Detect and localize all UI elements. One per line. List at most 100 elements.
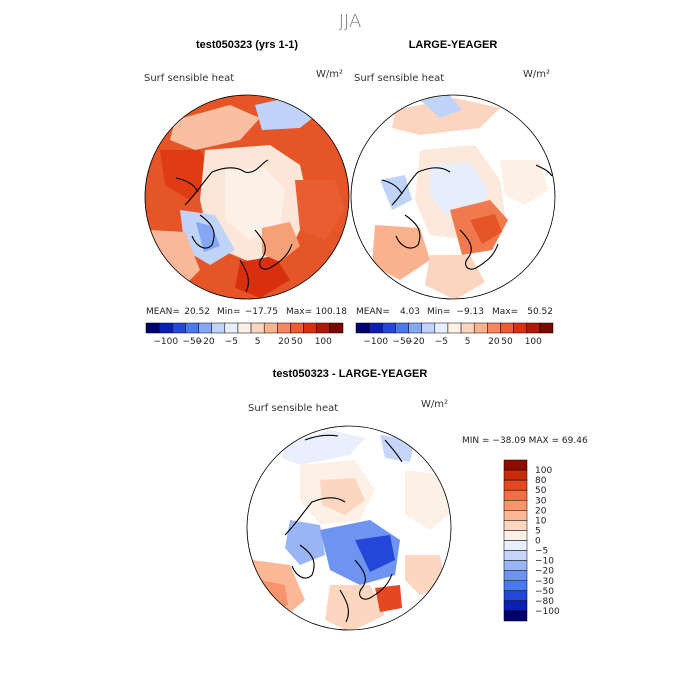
colorbar-tick-model: 5 (255, 337, 261, 347)
colorbar-swatch-model (237, 322, 252, 334)
colorbar-tick-difference: 10 (535, 516, 547, 526)
colorbar-swatch-model (172, 322, 186, 334)
colorbar-swatch-obs (421, 322, 436, 334)
colorbar-swatch-difference (503, 590, 528, 602)
map-boundary-difference (246, 425, 452, 631)
colorbar-tick-obs: −50 (392, 337, 411, 347)
colorbar-tick-obs: −20 (406, 337, 425, 347)
colorbar-swatch-difference (503, 510, 528, 521)
colorbar-swatch-difference (503, 540, 528, 551)
panel-difference: test050323 - LARGE-YEAGER Surf sensible … (246, 368, 588, 631)
colorbar-swatch-model (316, 322, 331, 334)
colorbar-tick-difference: −10 (535, 557, 554, 567)
panel-model: test050323 (yrs 1-1) Surf sensible heat … (144, 39, 350, 300)
panel-title-model: test050323 (yrs 1-1) (196, 39, 298, 51)
coastlines-model (175, 159, 293, 293)
map-field-obs (351, 95, 555, 299)
colorbar-tick-model: 100 (315, 337, 332, 347)
panel-title-obs: LARGE-YEAGER (409, 39, 498, 51)
colorbar-tick-difference: −50 (535, 587, 554, 597)
colorbar-swatch-difference (503, 560, 528, 571)
colorbar-swatch-difference (503, 469, 528, 481)
colorbar-swatch-obs (513, 322, 527, 334)
colorbar-tick-difference: 50 (535, 486, 547, 496)
minmax-difference: MIN = −38.09 MAX = 69.46 (462, 436, 588, 446)
colorbar-swatch-obs (368, 322, 383, 334)
colorbar-tick-model: −100 (153, 337, 178, 347)
colorbar-swatch-difference (503, 550, 528, 561)
coastlines-obs (381, 164, 553, 270)
colorbar-swatch-difference (503, 610, 528, 622)
colorbar-model: −100 −50−20 −5 5 20 50 100 (145, 322, 344, 347)
colorbar-swatch-obs (526, 322, 541, 334)
variable-label-model: Surf sensible heat (144, 73, 234, 84)
stat-mean-label-model: MEAN= (146, 307, 180, 317)
map-boundary-obs (350, 94, 556, 300)
colorbar-swatch-model (277, 322, 291, 334)
stat-mean-obs: 4.03 (400, 307, 420, 317)
colorbar-swatch-difference (503, 570, 528, 581)
colorbar-tick-model: −50 (182, 337, 201, 347)
colorbar-swatch-difference (503, 479, 528, 491)
panel-title-difference: test050323 - LARGE-YEAGER (273, 368, 428, 380)
stat-min-label-obs: Min= (427, 307, 451, 317)
colorbar-tick-model: −5 (225, 337, 238, 347)
colorbar-tick-model: −20 (196, 337, 215, 347)
colorbar-tick-obs: 5 (465, 337, 471, 347)
colorbar-swatch-difference (503, 520, 528, 531)
colorbar-tick-difference: −20 (535, 567, 554, 577)
colorbar-swatch-model (329, 322, 344, 334)
stat-min-label-model: Min= (217, 307, 241, 317)
colorbar-tick-obs: 50 (501, 337, 513, 347)
colorbar-swatch-model (303, 322, 317, 334)
colorbar-tick-difference: −5 (535, 547, 548, 557)
colorbar-tick-difference: 20 (535, 506, 547, 516)
colorbar-swatch-obs (487, 322, 501, 334)
colorbar-swatch-obs (460, 322, 475, 334)
units-label-difference: W/m² (421, 399, 448, 410)
stat-max-model: 100.18 (316, 307, 348, 317)
stat-max-label-obs: Max= (492, 307, 518, 317)
colorbar-tick-difference: 80 (535, 476, 547, 486)
map-field-model (145, 95, 349, 299)
colorbar-swatch-model (198, 322, 212, 334)
stat-mean-label-obs: MEAN= (356, 307, 390, 317)
units-label-obs: W/m² (523, 69, 550, 80)
coastlines-difference (284, 434, 403, 623)
colorbar-swatch-obs (473, 322, 488, 334)
map-field-difference (247, 426, 451, 630)
colorbar-tick-obs: −5 (435, 337, 448, 347)
colorbar-swatch-obs (408, 322, 422, 334)
stat-max-label-model: Max= (286, 307, 312, 317)
colorbar-tick-difference: 30 (535, 496, 547, 506)
units-label-model: W/m² (316, 69, 343, 80)
variable-label-difference: Surf sensible heat (248, 403, 338, 414)
colorbar-swatch-model (145, 322, 160, 334)
stat-mean-model: 20.52 (184, 307, 210, 317)
colorbar-swatch-obs (447, 322, 462, 334)
colorbar-swatch-model (224, 322, 239, 334)
colorbar-swatch-model (263, 322, 278, 334)
colorbar-tick-difference: 5 (535, 526, 541, 536)
colorbar-swatch-model (185, 322, 199, 334)
colorbar-swatch-difference (503, 500, 528, 511)
colorbar-tick-model: 50 (291, 337, 303, 347)
colorbar-swatch-obs (355, 322, 370, 334)
panel-obs: LARGE-YEAGER Surf sensible heat W/m² (350, 39, 556, 300)
colorbar-swatch-difference (503, 489, 528, 501)
colorbar-tick-obs: −100 (363, 337, 388, 347)
colorbar-swatch-obs (500, 322, 514, 334)
colorbar-swatch-model (290, 322, 304, 334)
colorbar-tick-obs: 20 (488, 337, 500, 347)
colorbar-swatch-difference (503, 600, 528, 612)
colorbar-tick-model: 20 (278, 337, 290, 347)
stats-obs: MEAN= 4.03 Min= −9.13 Max= 50.52 (356, 307, 553, 317)
colorbar-swatch-obs (434, 322, 449, 334)
colorbar-swatch-obs (539, 322, 554, 334)
stat-max-obs: 50.52 (527, 307, 553, 317)
map-boundary-model (144, 94, 350, 300)
stats-model: MEAN= 20.52 Min= −17.75 Max= 100.18 (146, 307, 347, 317)
colorbar-swatch-difference (503, 580, 528, 592)
colorbar-swatch-model (250, 322, 265, 334)
